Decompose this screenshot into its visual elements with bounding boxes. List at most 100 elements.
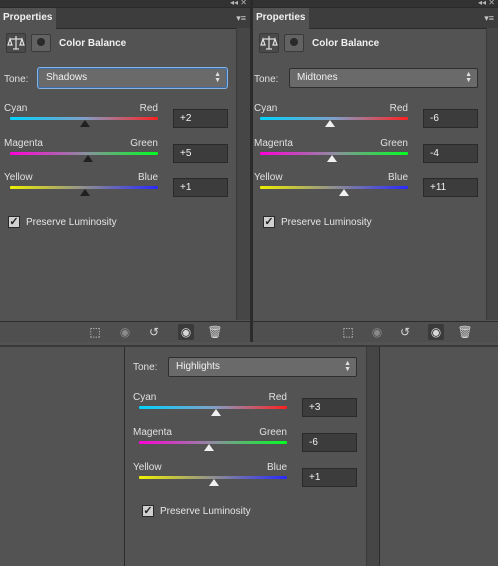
adjustment-header: Color Balance [6, 33, 250, 53]
tab-bar: Properties ▾≡ [253, 8, 498, 29]
collapse-icon[interactable]: ◂◂ [477, 0, 486, 7]
slider-value-field[interactable]: +11 [423, 178, 478, 197]
slider-value-field[interactable]: -6 [423, 109, 478, 128]
slider-left-label: Yellow [4, 172, 33, 183]
slider-left-label: Magenta [254, 138, 293, 149]
panel-divider [0, 345, 498, 347]
slider-thumb[interactable] [80, 189, 90, 196]
preserve-luminosity-checkbox[interactable]: ✓ [263, 216, 275, 228]
slider-value-field[interactable]: +2 [173, 109, 228, 128]
panel-menu-icon[interactable]: ▾≡ [484, 13, 494, 23]
slider-left-label: Cyan [4, 103, 28, 114]
eye-icon[interactable]: ◉ [178, 324, 194, 340]
panel-top-strip: ◂◂ ✕ [0, 0, 250, 8]
reset-icon[interactable]: ↺ [148, 325, 160, 339]
slider-left-label: Magenta [133, 427, 172, 438]
vertical-scrollbar[interactable] [366, 347, 379, 566]
tone-label: Tone: [4, 74, 29, 85]
magenta-green-track[interactable] [10, 152, 158, 155]
slider-value-field[interactable]: -4 [423, 144, 478, 163]
tab-properties[interactable]: Properties [253, 8, 309, 29]
yellow-blue-track[interactable] [10, 186, 158, 189]
slider-right-label: Green [259, 427, 287, 438]
slider-right-label: Red [268, 392, 287, 403]
slider-thumb[interactable] [204, 444, 214, 451]
slider-cyan-red: Cyan Red -6 [254, 103, 484, 133]
slider-value-field[interactable]: +3 [302, 398, 357, 417]
tone-label: Tone: [254, 74, 279, 85]
slider-left-label: Cyan [133, 392, 157, 403]
preserve-luminosity-checkbox[interactable]: ✓ [8, 216, 20, 228]
slider-thumb[interactable] [327, 155, 337, 162]
preserve-luminosity-label: Preserve Luminosity [160, 506, 251, 517]
close-icon[interactable]: ✕ [240, 0, 247, 7]
up-down-arrows-icon: ▲ ▼ [465, 71, 472, 84]
slider-thumb[interactable] [339, 189, 349, 196]
slider-right-label: Green [130, 138, 158, 149]
eye-icon[interactable]: ◉ [428, 324, 444, 340]
collapse-icon[interactable]: ◂◂ [229, 0, 238, 7]
magenta-green-track[interactable] [139, 441, 287, 444]
slider-cyan-red: Cyan Red +3 [133, 392, 363, 422]
slider-thumb[interactable] [211, 409, 221, 416]
slider-value-field[interactable]: -6 [302, 433, 357, 452]
slider-magenta-green: Magenta Green +5 [4, 138, 234, 168]
close-icon[interactable]: ✕ [488, 0, 495, 7]
panel-footer: ⬚ ◉ ↺ ◉ 🗑 [253, 321, 498, 342]
yellow-blue-track[interactable] [260, 186, 408, 189]
slider-right-label: Green [380, 138, 408, 149]
vertical-scrollbar[interactable] [486, 28, 498, 320]
slider-right-label: Blue [387, 172, 408, 183]
adjustment-title: Color Balance [59, 38, 127, 49]
magenta-green-track[interactable] [260, 152, 408, 155]
clip-to-layer-icon[interactable]: ⬚ [89, 325, 101, 339]
slider-left-label: Magenta [4, 138, 43, 149]
slider-left-label: Cyan [254, 103, 278, 114]
slider-yellow-blue: Yellow Blue +1 [4, 172, 234, 202]
slider-thumb[interactable] [83, 155, 93, 162]
view-previous-state-icon[interactable]: ◉ [119, 325, 131, 339]
panel-footer: ⬚ ◉ ↺ ◉ 🗑 [0, 321, 250, 342]
tab-bar: Properties ▾≡ [0, 8, 250, 29]
cyan-red-track[interactable] [260, 117, 408, 120]
panel-top-strip: ◂◂ ✕ [253, 0, 498, 8]
tone-select[interactable]: Midtones ▲ ▼ [289, 68, 478, 88]
slider-magenta-green: Magenta Green -4 [254, 138, 484, 168]
slider-right-label: Blue [137, 172, 158, 183]
slider-right-label: Blue [266, 462, 287, 473]
tone-select[interactable]: Shadows ▲ ▼ [38, 68, 227, 88]
slider-thumb[interactable] [80, 120, 90, 127]
yellow-blue-track[interactable] [139, 476, 287, 479]
tone-select[interactable]: Highlights ▲ ▼ [168, 357, 357, 377]
slider-cyan-red: Cyan Red +2 [4, 103, 234, 133]
trash-icon[interactable]: 🗑 [207, 325, 223, 339]
slider-value-field[interactable]: +5 [173, 144, 228, 163]
trash-icon[interactable]: 🗑 [457, 325, 473, 339]
properties-panel-shadows: ◂◂ ✕ Properties ▾≡ Color Balance Tone: S… [0, 0, 250, 342]
adjustment-header: Color Balance [259, 33, 498, 53]
properties-panel-highlights: Tone: Highlights ▲ ▼ Cyan Red +3 Magenta … [124, 347, 380, 566]
slider-value-field[interactable]: +1 [302, 468, 357, 487]
slider-right-label: Red [389, 103, 408, 114]
tone-select-value: Highlights [176, 361, 220, 372]
cyan-red-track[interactable] [10, 117, 158, 120]
slider-thumb[interactable] [209, 479, 219, 486]
layer-mask-icon[interactable] [284, 34, 304, 52]
reset-icon[interactable]: ↺ [399, 325, 411, 339]
slider-right-label: Red [139, 103, 158, 114]
panel-menu-icon[interactable]: ▾≡ [236, 13, 246, 23]
tab-properties[interactable]: Properties [0, 8, 56, 29]
layer-mask-icon[interactable] [31, 34, 51, 52]
slider-value-field[interactable]: +1 [173, 178, 228, 197]
view-previous-state-icon[interactable]: ◉ [371, 325, 383, 339]
preserve-luminosity-checkbox[interactable]: ✓ [142, 505, 154, 517]
cyan-red-track[interactable] [139, 406, 287, 409]
clip-to-layer-icon[interactable]: ⬚ [342, 325, 354, 339]
preserve-luminosity-label: Preserve Luminosity [281, 217, 372, 228]
slider-yellow-blue: Yellow Blue +11 [254, 172, 484, 202]
slider-left-label: Yellow [133, 462, 162, 473]
vertical-scrollbar[interactable] [236, 28, 250, 320]
adjustment-title: Color Balance [312, 38, 380, 49]
slider-left-label: Yellow [254, 172, 283, 183]
slider-thumb[interactable] [325, 120, 335, 127]
